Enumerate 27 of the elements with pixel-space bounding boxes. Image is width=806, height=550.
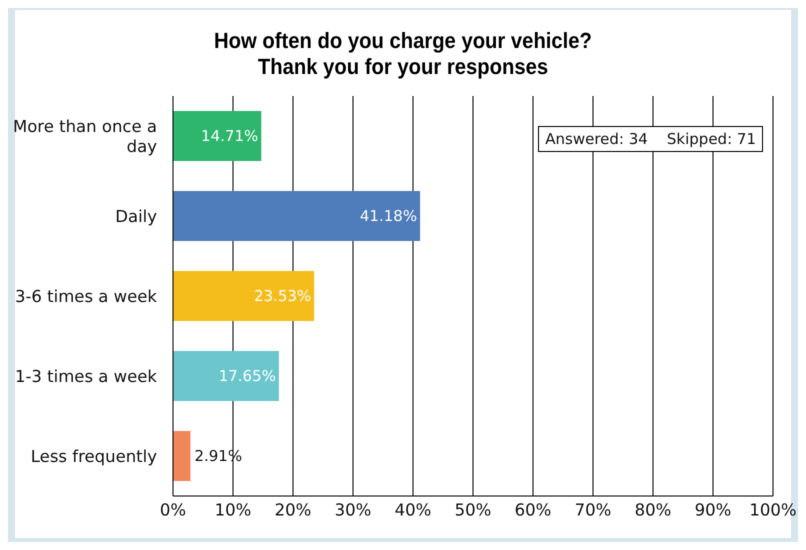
- y-tick-label: More than once a day: [12, 116, 158, 156]
- x-tick-label: 20%: [274, 500, 312, 520]
- annotation: Answered: 34 Skipped: 71: [538, 126, 763, 152]
- x-tick-label: 100%: [749, 500, 797, 520]
- x-tick-label: 40%: [394, 500, 432, 520]
- y-tick-label: 3-6 times a week: [14, 286, 158, 306]
- x-tick-label: 60%: [514, 500, 552, 520]
- bar: [173, 111, 262, 161]
- bar: [173, 271, 314, 321]
- x-tick-label: 80%: [634, 500, 672, 520]
- x-tick-label: 0%: [160, 500, 186, 520]
- x-tick-label: 10%: [214, 500, 252, 520]
- x-tick-label: 30%: [334, 500, 372, 520]
- chart-title: How often do you charge your vehicle? Thank you for your responses: [213, 28, 593, 80]
- bar: [173, 431, 190, 481]
- data-label: 41.18%: [360, 207, 418, 225]
- data-label: 17.65%: [218, 367, 276, 385]
- bar: [173, 191, 420, 241]
- x-tick-label: 50%: [454, 500, 492, 520]
- y-tick-label: Less frequently: [30, 446, 158, 466]
- y-tick-label: 1-3 times a week: [14, 366, 158, 386]
- y-tick-label: Daily: [115, 206, 158, 226]
- data-label: 14.71%: [201, 127, 258, 145]
- data-label: 23.53%: [254, 287, 312, 305]
- bar: [173, 351, 279, 401]
- x-tick-label: 90%: [694, 500, 732, 520]
- x-tick-label: 70%: [574, 500, 612, 520]
